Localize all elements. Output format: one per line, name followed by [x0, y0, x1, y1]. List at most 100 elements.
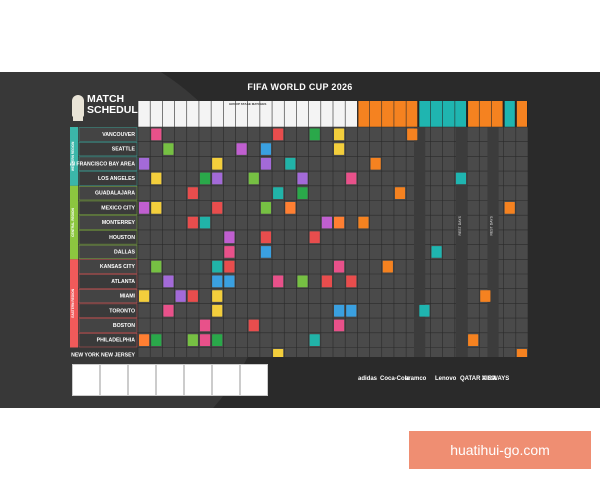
city-name: VANCOUVER: [102, 132, 135, 138]
stage-header-1: [358, 101, 418, 127]
city-name: SAN FRANCISCO BAY AREA: [70, 161, 135, 167]
city-cell: [78, 215, 138, 230]
city-cell: [78, 171, 138, 186]
logo-line-1: MATCH: [87, 93, 125, 105]
knockout-marker: [480, 290, 491, 302]
match-marker: [285, 202, 296, 214]
knockout-marker: [407, 128, 418, 141]
city-name: SEATTLE: [112, 147, 136, 153]
sponsor-logo: Coca-Cola: [380, 376, 410, 382]
city-name: ATLANTA: [111, 279, 135, 285]
match-marker: [151, 128, 162, 141]
region-label: CENTRAL REGION: [71, 208, 75, 237]
city-name: PHILADELPHIA: [97, 338, 136, 344]
rest-days-label: REST DAYS: [458, 215, 462, 235]
knockout-marker: [358, 216, 369, 229]
match-marker: [151, 202, 162, 214]
match-marker: [248, 319, 259, 332]
knockout-marker: [419, 304, 430, 317]
match-marker: [273, 187, 284, 199]
match-marker: [224, 246, 235, 258]
knockout-marker: [370, 157, 381, 170]
sponsor-logo: VISA: [482, 376, 497, 382]
match-marker: [212, 334, 223, 346]
match-marker: [334, 216, 345, 229]
city-name: HOUSTON: [109, 235, 135, 241]
match-marker: [285, 157, 296, 170]
match-marker: [151, 334, 162, 346]
city-cell: [78, 156, 138, 171]
knockout-marker: [431, 246, 442, 258]
rest-day-column: [487, 127, 499, 357]
sponsor-logo: QATAR AIRWAYS: [460, 376, 510, 382]
match-marker: [212, 304, 223, 317]
match-marker: [139, 202, 150, 214]
stage-header-5: [516, 101, 527, 127]
city-name: KANSAS CITY: [100, 264, 136, 270]
group-legend-card: [184, 364, 212, 396]
match-marker: [297, 172, 308, 185]
match-marker: [212, 290, 223, 302]
match-marker: [273, 349, 284, 357]
match-marker: [346, 304, 357, 317]
sponsor-logo: adidas: [358, 376, 378, 382]
stage-header-3: [468, 101, 503, 127]
match-marker: [260, 202, 272, 214]
knockout-marker: [382, 260, 393, 273]
city-name: MONTERREY: [102, 220, 136, 226]
match-marker: [346, 275, 357, 288]
match-marker: [321, 216, 332, 229]
match-marker: [346, 172, 357, 185]
match-marker: [334, 260, 345, 273]
group-legend-card: [212, 364, 240, 396]
match-marker: [139, 290, 150, 302]
city-name: GUADALAJARA: [95, 191, 135, 197]
match-marker: [139, 334, 150, 346]
city-name: MIAMI: [120, 294, 136, 300]
knockout-marker: [394, 187, 406, 199]
city-cell: [78, 244, 138, 260]
match-marker: [309, 334, 320, 346]
knockout-marker: [455, 172, 467, 185]
match-marker: [309, 128, 320, 141]
city-cell: [78, 274, 138, 289]
schedule-poster: FIFA WORLD CUP 2026 MATCH SCHEDULE GROUP…: [0, 72, 600, 408]
group-legend-card: [240, 364, 268, 396]
match-marker: [309, 231, 320, 244]
knockout-marker: [468, 334, 479, 346]
match-marker: [163, 143, 174, 155]
city-name: TORONTO: [109, 308, 135, 314]
city-cell: [78, 303, 138, 318]
match-marker: [187, 334, 198, 346]
match-marker: [297, 275, 308, 288]
match-marker: [163, 304, 174, 317]
match-marker: [260, 157, 272, 170]
trophy-icon: [72, 95, 84, 117]
region-label: EASTERN REGION: [71, 288, 75, 317]
stage-header-4: [504, 101, 515, 127]
match-marker: [273, 128, 284, 141]
match-marker: [187, 290, 198, 302]
match-marker: [199, 172, 211, 185]
match-marker: [297, 187, 308, 199]
city-name: LOS ANGELES: [98, 176, 136, 182]
city-cell: [78, 186, 138, 201]
city-cell: [78, 288, 138, 304]
match-marker: [212, 260, 223, 273]
match-marker: [273, 275, 284, 288]
region-strip-1: [70, 127, 78, 186]
city-name: NEW YORK NEW JERSEY: [71, 352, 135, 357]
match-marker: [199, 319, 211, 332]
match-schedule-logo: MATCH SCHEDULE: [72, 93, 145, 123]
city-name: DALLAS: [114, 249, 136, 255]
match-marker: [334, 143, 345, 155]
match-marker: [151, 260, 162, 273]
city-cell: [78, 127, 138, 142]
rest-day-column: [414, 127, 426, 357]
match-marker: [199, 334, 211, 346]
match-marker: [224, 275, 235, 288]
match-marker: [334, 319, 345, 332]
match-marker: [139, 157, 150, 170]
match-marker: [212, 172, 223, 185]
